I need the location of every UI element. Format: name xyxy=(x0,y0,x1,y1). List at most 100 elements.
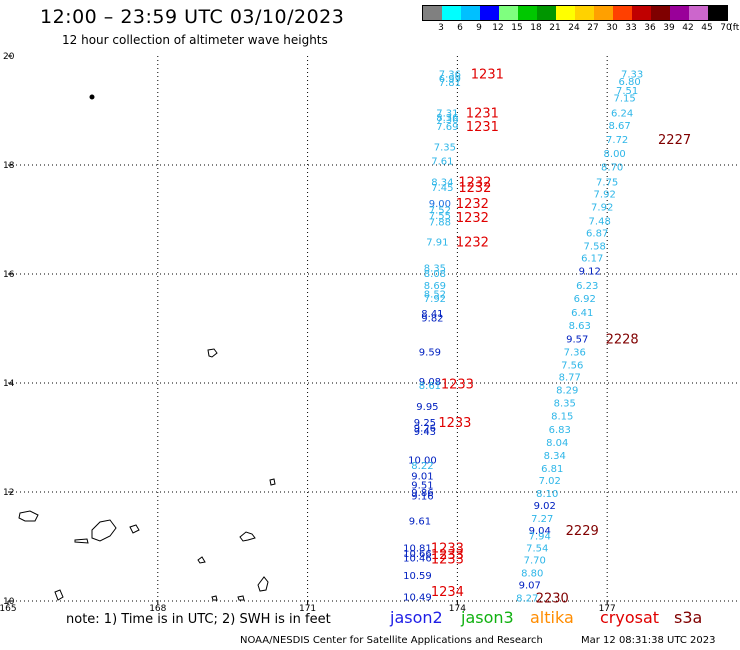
pass-time-label: 1233 xyxy=(431,548,464,563)
footer-timestamp: Mar 12 08:31:38 UTC 2023 xyxy=(581,635,716,646)
legend-swatch xyxy=(556,6,575,20)
satellite-label-jason3: jason3 xyxy=(461,608,514,627)
wave-height-label: 10.49 xyxy=(403,593,432,604)
wave-height-label: 8.69 xyxy=(424,281,446,292)
wave-height-points: 7.366.997.817.318.367.367.697.357.618.34… xyxy=(403,69,643,604)
pass-time-label: 1233 xyxy=(438,416,471,431)
legend-swatch xyxy=(708,6,727,20)
legend-swatch xyxy=(461,6,480,20)
wave-height-label: 10.66 xyxy=(403,549,432,560)
wave-height-label: 7.27 xyxy=(531,514,553,525)
wave-height-label: 8.10 xyxy=(536,489,558,500)
wave-height-label: 8.52 xyxy=(424,290,446,301)
wave-height-label: 7.35 xyxy=(434,142,456,153)
wave-height-label: 7.15 xyxy=(614,93,636,104)
wave-height-label: 7.91 xyxy=(426,237,448,248)
legend-swatch xyxy=(480,6,499,20)
legend-swatch xyxy=(594,6,613,20)
wave-height-label: 7.58 xyxy=(584,242,606,253)
pass-time-label: 1232 xyxy=(456,197,489,212)
legend-label: 12 xyxy=(492,23,504,33)
wave-height-label: 9.25 xyxy=(414,418,436,429)
wave-height-label: 7.45 xyxy=(431,183,453,194)
wave-height-label: 8.34 xyxy=(544,451,566,462)
wave-height-label: 7.36 xyxy=(564,347,586,358)
wave-height-label: 9.00 xyxy=(429,199,451,210)
pass-time-label: 1232 xyxy=(458,181,491,196)
lat-label: 10 xyxy=(3,597,15,607)
legend-swatch xyxy=(575,6,594,20)
wave-height-label: 7.02 xyxy=(539,476,561,487)
wave-height-label: 6.80 xyxy=(619,77,641,88)
legend-label: 6 xyxy=(457,23,463,33)
island-outlines xyxy=(18,94,276,601)
legend-swatch xyxy=(537,6,556,20)
legend-swatch xyxy=(423,6,442,20)
wave-height-label: 7.56 xyxy=(561,360,583,371)
wave-height-label: 6.87 xyxy=(586,229,608,240)
satellite-label-altika: altika xyxy=(530,608,574,627)
wave-height-label: 10.46 xyxy=(403,553,432,564)
pass-time-label: 1231 xyxy=(471,67,504,82)
wave-height-label: 7.54 xyxy=(526,544,548,555)
wave-height-label: 9.57 xyxy=(566,334,588,345)
legend-label: 21 xyxy=(549,23,561,33)
wave-height-label: 8.00 xyxy=(604,149,626,160)
legend-swatch xyxy=(651,6,670,20)
legend-swatch xyxy=(499,6,518,20)
wave-height-label: 9.04 xyxy=(529,526,551,537)
legend-label: 45 xyxy=(701,23,713,33)
pass-time-label: 1232 xyxy=(456,235,489,250)
legend-label: 3 xyxy=(438,23,444,33)
lat-label: 12 xyxy=(3,488,14,498)
wave-height-label: 9.51 xyxy=(411,480,433,491)
frame-ticks xyxy=(7,55,608,605)
wave-height-label: 7.88 xyxy=(429,218,451,229)
lat-label: 20 xyxy=(3,52,15,62)
wave-height-label: 7.92 xyxy=(591,202,613,213)
satellite-label-jason2: jason2 xyxy=(390,608,443,627)
legend-swatch xyxy=(518,6,537,20)
page-subtitle: 12 hour collection of altimeter wave hei… xyxy=(62,33,328,47)
wave-height-label: 7.61 xyxy=(431,157,453,168)
lon-label: 168 xyxy=(149,604,166,614)
wave-height-label: 7.36 xyxy=(439,69,461,80)
legend-label: 42 xyxy=(682,23,694,33)
wave-height-label: 8.77 xyxy=(559,372,581,383)
pass-time-label: 1234 xyxy=(431,585,464,600)
wave-height-label: 8.35 xyxy=(554,399,576,410)
legend-swatch xyxy=(613,6,632,20)
legend-swatch xyxy=(689,6,708,20)
lat-label: 16 xyxy=(3,270,15,280)
wave-height-label: 7.70 xyxy=(524,556,546,567)
wave-height-label: 9.61 xyxy=(409,516,431,527)
grid-lines xyxy=(8,56,737,602)
wave-height-label: 6.83 xyxy=(549,425,571,436)
wave-height-label: 9.86 xyxy=(411,488,433,499)
legend-label: 70 xyxy=(720,23,732,33)
wave-height-label: 6.99 xyxy=(439,74,461,85)
legend-label: 18 xyxy=(530,23,542,33)
footer-credit: NOAA/NESDIS Center for Satellite Applica… xyxy=(240,635,543,646)
wave-height-label: 9.12 xyxy=(579,267,601,278)
wave-height-label: 9.43 xyxy=(414,427,436,438)
wave-height-label: 8.63 xyxy=(569,321,591,332)
wave-height-label: 7.92 xyxy=(594,189,616,200)
wave-height-label: 7.92 xyxy=(424,294,446,305)
wave-height-label: 7.72 xyxy=(606,135,628,146)
legend-label: 39 xyxy=(663,23,675,33)
wave-height-label: 8.80 xyxy=(521,569,543,580)
lon-label: 177 xyxy=(599,604,616,614)
legend-color-bar xyxy=(422,5,728,21)
wave-height-label: 9.08 xyxy=(419,377,441,388)
satellite-label-cryosat: cryosat xyxy=(600,608,660,627)
wave-height-label: 8.67 xyxy=(609,121,631,132)
legend-label: 9 xyxy=(476,23,482,33)
wave-height-label: 6.17 xyxy=(581,254,603,265)
wave-height-label: 6.24 xyxy=(611,109,633,120)
lon-label: 165 xyxy=(0,604,17,614)
pass-time-label: 1233 xyxy=(431,552,464,567)
pass-time-label: 1233 xyxy=(441,378,474,393)
